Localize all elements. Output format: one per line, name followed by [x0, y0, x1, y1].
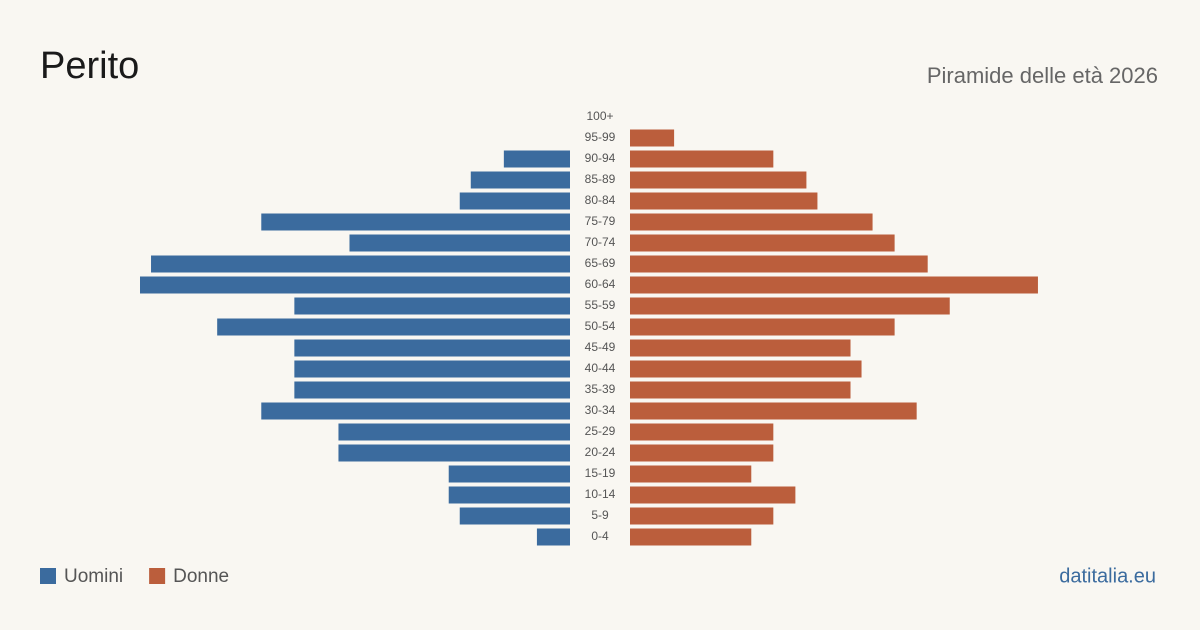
bar	[630, 381, 851, 399]
bar	[217, 318, 570, 336]
bar	[470, 171, 570, 189]
age-label: 25-29	[585, 424, 616, 438]
legend-label: Donne	[173, 566, 229, 587]
age-label: 95-99	[585, 130, 616, 144]
bar	[294, 381, 570, 399]
bar	[630, 465, 752, 483]
bar	[630, 213, 873, 231]
age-label: 100+	[586, 109, 613, 123]
age-label: 85-89	[585, 172, 616, 186]
chart-subtitle: Piramide delle età 2026	[927, 63, 1158, 88]
bar	[630, 402, 917, 420]
age-label: 30-34	[585, 403, 616, 417]
age-label: 20-24	[585, 445, 616, 459]
bar	[294, 339, 570, 357]
age-label: 5-9	[591, 508, 609, 522]
age-label: 15-19	[585, 466, 616, 480]
chart-title: Perito	[40, 45, 139, 87]
age-label: 45-49	[585, 340, 616, 354]
bar	[338, 444, 570, 462]
age-label: 60-64	[585, 277, 616, 291]
bar	[630, 150, 774, 168]
age-label: 70-74	[585, 235, 616, 249]
bar	[448, 486, 570, 504]
age-label: 55-59	[585, 298, 616, 312]
bar	[630, 318, 895, 336]
age-label: 35-39	[585, 382, 616, 396]
bar	[261, 402, 570, 420]
bar	[459, 192, 570, 210]
bar	[630, 129, 675, 147]
bar	[448, 465, 570, 483]
age-label: 80-84	[585, 193, 616, 207]
legend-swatch	[149, 568, 166, 584]
bar	[459, 507, 570, 525]
age-label: 90-94	[585, 151, 616, 165]
legend-swatch	[40, 568, 56, 584]
bar	[503, 150, 570, 168]
bar	[630, 297, 950, 315]
bar	[630, 360, 862, 378]
bar	[294, 297, 570, 315]
age-label: 65-69	[585, 256, 616, 270]
bar	[630, 276, 1038, 294]
age-label: 0-4	[591, 529, 609, 543]
bar	[140, 276, 570, 294]
bar	[630, 192, 818, 210]
bar	[151, 255, 570, 273]
bar	[261, 213, 570, 231]
bar	[630, 171, 807, 189]
bar	[630, 339, 851, 357]
age-label: 75-79	[585, 214, 616, 228]
bar	[338, 423, 570, 441]
bar	[294, 360, 570, 378]
bar	[630, 486, 796, 504]
bar	[630, 255, 928, 273]
bar	[630, 528, 752, 546]
bar	[630, 423, 774, 441]
source: datitalia.eu	[1059, 565, 1156, 587]
bar	[536, 528, 570, 546]
bar	[630, 234, 895, 252]
bar	[349, 234, 570, 252]
age-label: 10-14	[585, 487, 616, 501]
bar	[630, 444, 774, 462]
age-label: 40-44	[585, 361, 616, 375]
bar	[630, 507, 774, 525]
age-label: 50-54	[585, 319, 616, 333]
legend-label: Uomini	[64, 566, 123, 587]
